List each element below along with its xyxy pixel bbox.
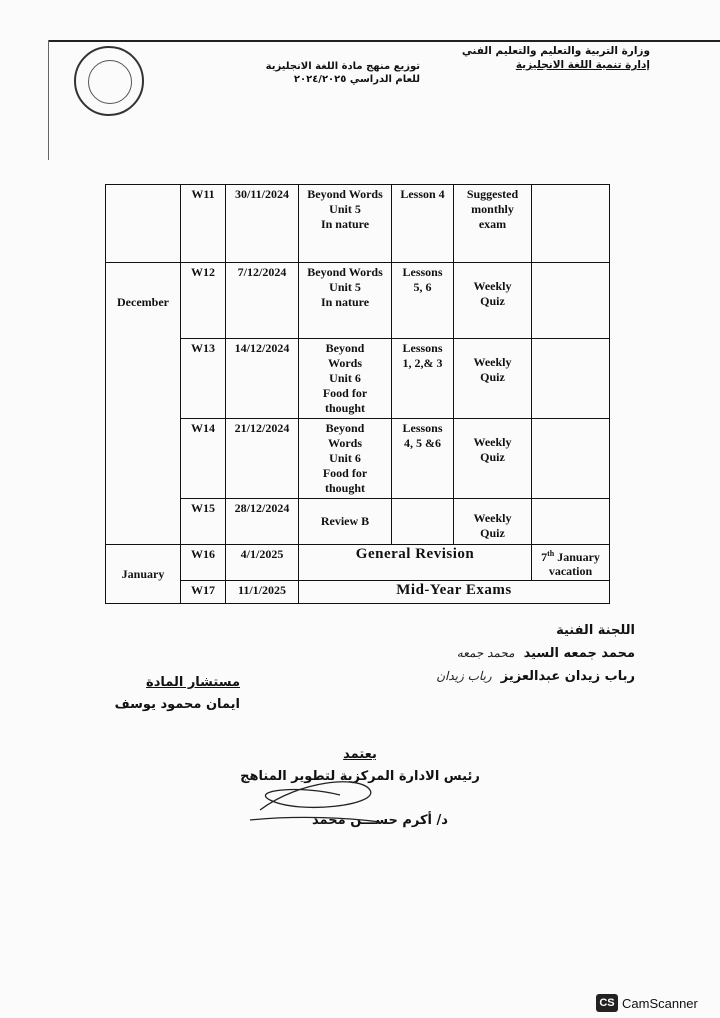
ministry-logo (74, 46, 144, 116)
week-cell: W11 (180, 184, 226, 263)
date-cell: 30/11/2024 (225, 184, 299, 263)
content-cell: Beyond Words Unit 5 In nature (298, 262, 392, 339)
assessment-cell: Weekly Quiz (453, 418, 532, 499)
month-cell: January (105, 544, 181, 604)
camscanner-name: CamScanner (622, 995, 698, 1011)
table-row: W15 28/12/2024 Review B Weekly Quiz (106, 498, 610, 545)
week-cell: W13 (180, 338, 226, 419)
content-cell: Review B (298, 498, 392, 545)
content-cell: Beyond Words Unit 5 In nature (298, 184, 392, 263)
week-cell: W16 (180, 544, 226, 581)
assessment-cell: Weekly Quiz (453, 338, 532, 419)
lessons-cell: Lessons 5, 6 (391, 262, 454, 339)
page-border-left (48, 40, 49, 160)
ministry-header: وزارة التربية والتعليم والتعليم الفني إد… (440, 44, 650, 72)
table-row: W11 30/11/2024 Beyond Words Unit 5 In natu… (105, 184, 610, 263)
approve-label: يعتمد (343, 747, 377, 762)
mid-year-exams-cell: Mid-Year Exams (298, 580, 610, 604)
notes-cell: 7th January vacation (531, 544, 610, 581)
signature: محمد جمعه (456, 646, 515, 660)
table-row: W13 14/12/2024 Beyond Words Unit 6 Food for… (106, 338, 610, 419)
notes-cell (531, 262, 610, 339)
date-cell: 4/1/2025 (225, 544, 299, 581)
title-line-2: للعام الدراسي ٢٠٢٤/٢٠٢٥ (293, 74, 420, 85)
assessment-cell: Weekly Quiz (453, 498, 532, 545)
assessment-cell: Suggested monthly exam (453, 184, 532, 263)
signature: رباب زيدان (436, 669, 492, 683)
content-cell: Beyond Words Unit 6 Food for thought (298, 338, 392, 419)
document-title: توزيع منهج مادة اللغة الانجليزية للعام ا… (260, 60, 420, 86)
assessment-cell: Weekly Quiz (453, 262, 532, 339)
committee-title: اللجنة الفنية (556, 623, 635, 638)
subject-advisor: مستشار المادة ايمان محمود يوسف (90, 672, 240, 716)
advisor-name: ايمان محمود يوسف (114, 697, 240, 712)
lessons-cell (391, 498, 454, 545)
ministry-name: وزارة التربية والتعليم والتعليم الفني (461, 45, 650, 57)
date-cell: 14/12/2024 (225, 338, 299, 419)
lessons-cell: Lesson 4 (391, 184, 454, 263)
table-row: December W12 7/12/2024 Beyond Words Unit … (105, 262, 610, 545)
notes-cell (531, 338, 610, 419)
handwritten-signature (249, 781, 381, 823)
notes-cell (531, 418, 610, 499)
general-revision-cell: General Revision (298, 544, 532, 581)
technical-committee: اللجنة الفنية محمد جمعه السيد محمد جمعه … (300, 620, 635, 688)
date-cell: 11/1/2025 (225, 580, 299, 604)
week-cell: W12 (180, 262, 226, 339)
page-border-top (48, 40, 720, 42)
week-cell: W15 (180, 498, 226, 545)
title-line-1: توزيع منهج مادة اللغة الانجليزية (265, 61, 420, 72)
table-row: January W16 4/1/2025 General Revision 7t… (105, 544, 610, 604)
date-cell: 28/12/2024 (225, 498, 299, 545)
curriculum-table: W11 30/11/2024 Beyond Words Unit 5 In natu… (105, 184, 610, 604)
week-cell: W14 (180, 418, 226, 499)
committee-member: محمد جمعه السيد محمد جمعه (456, 646, 635, 661)
head-title: رئيس الادارة المركزية لتطوير المناهج (240, 769, 480, 784)
camscanner-logo: CS (596, 994, 618, 1012)
table-row: W14 21/12/2024 Beyond Words Unit 6 Food for… (106, 418, 610, 499)
date-cell: 7/12/2024 (225, 262, 299, 339)
lessons-cell: Lessons 4, 5 &6 (391, 418, 454, 499)
month-cell (105, 184, 181, 263)
date-cell: 21/12/2024 (225, 418, 299, 499)
committee-member: رباب زيدان عبدالعزيز رباب زيدان (436, 669, 635, 684)
lessons-cell: Lessons 1, 2,& 3 (391, 338, 454, 419)
month-cell: December (105, 262, 181, 545)
camscanner-watermark: CS CamScanner (596, 994, 698, 1012)
notes-cell (531, 184, 610, 263)
table-row: W17 11/1/2025 Mid-Year Exams (106, 580, 610, 604)
advisor-title: مستشار المادة (146, 675, 240, 690)
notes-cell (531, 498, 610, 545)
week-cell: W17 (180, 580, 226, 604)
department-name: إدارة تنمية اللغة الانجليزية (515, 59, 650, 71)
head-name: د/ أكرم حســـن محمد (312, 813, 448, 828)
approval-block: يعتمد رئيس الادارة المركزية لتطوير المنا… (200, 744, 520, 832)
content-cell: Beyond Words Unit 6 Food for thought (298, 418, 392, 499)
